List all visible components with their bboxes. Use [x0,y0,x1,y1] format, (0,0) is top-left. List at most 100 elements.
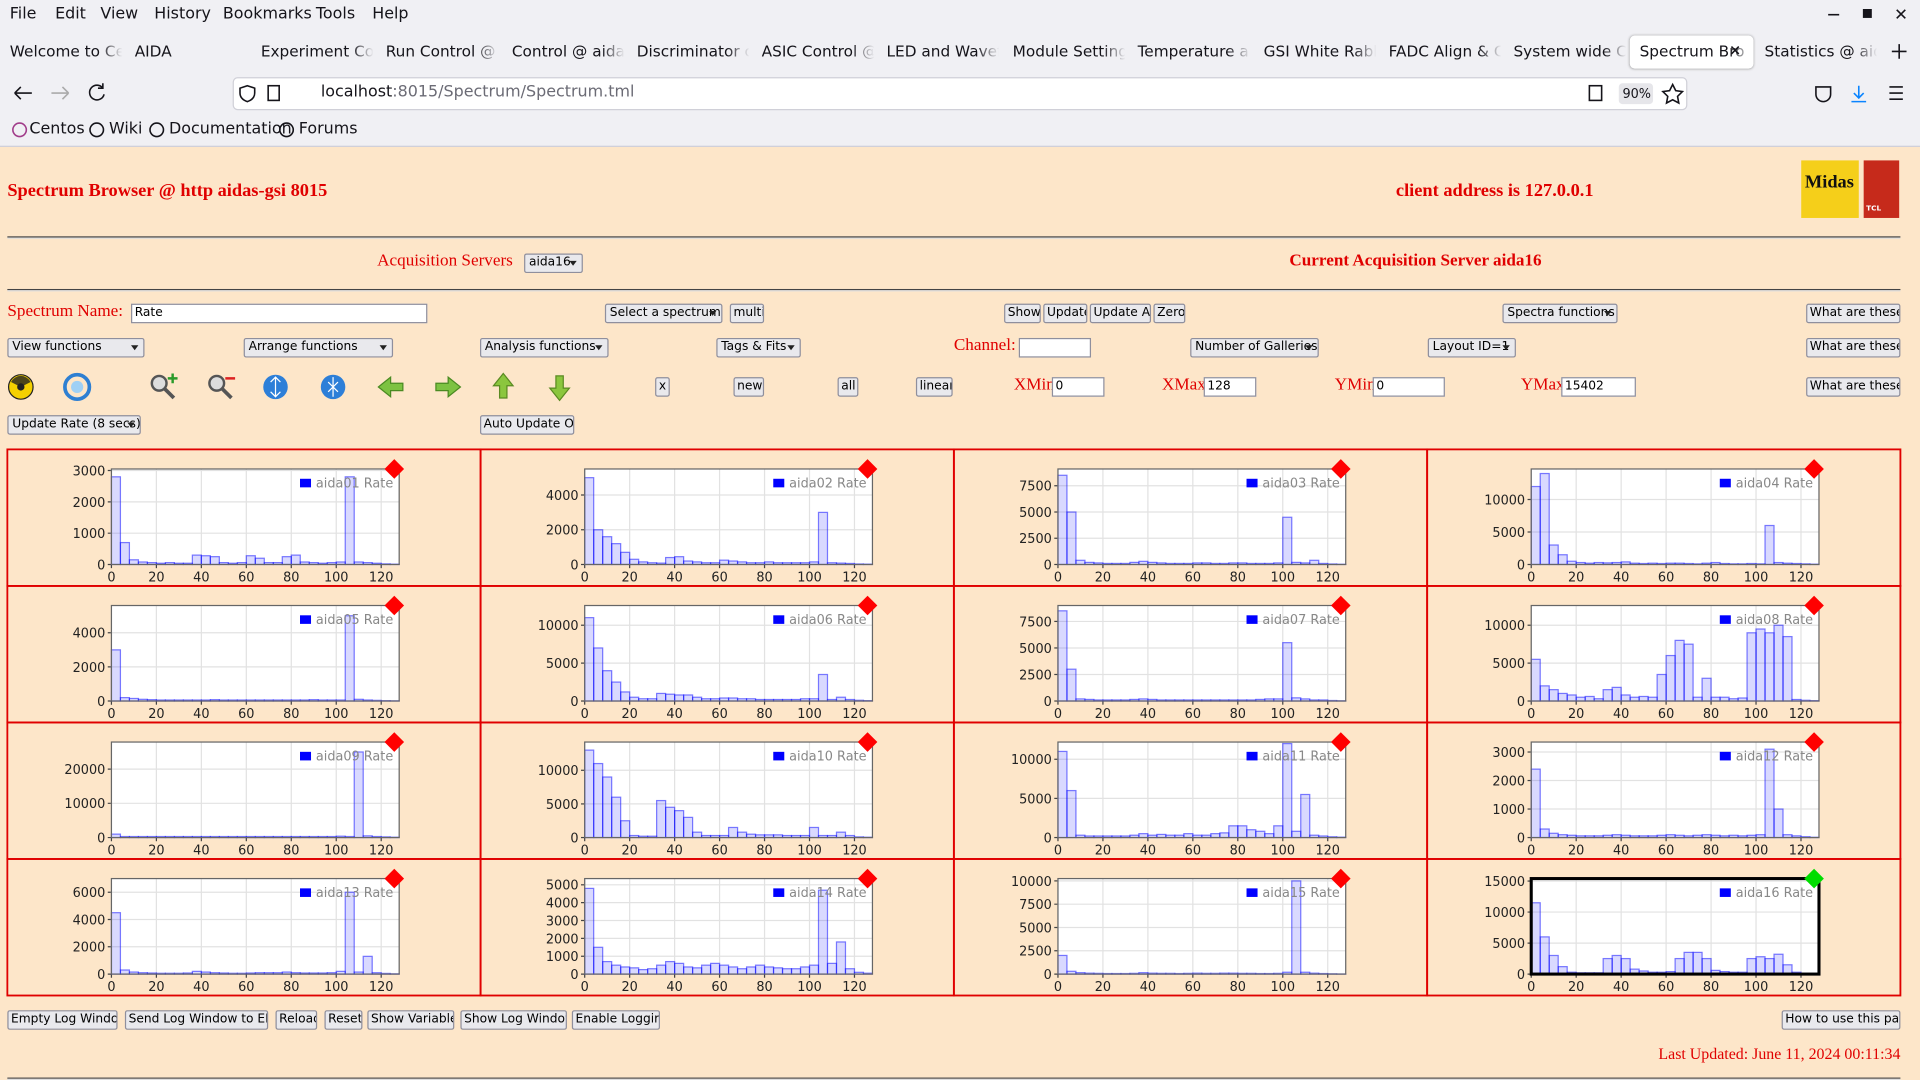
help-button[interactable]: What are these? [1806,303,1901,324]
layout-select[interactable]: Layout ID=1 [1427,337,1516,358]
x-button[interactable]: x [655,377,670,397]
update-all-button[interactable]: Update All [1089,303,1152,324]
footer-button[interactable]: Empty Log Window [7,1010,118,1030]
number-of-galleries[interactable]: Number of Galleries [1190,337,1319,358]
tab[interactable]: Module Settings [1012,41,1126,60]
ymax-input[interactable]: 15402 [1561,377,1636,397]
zoom-out-icon[interactable] [208,374,236,400]
menu-item[interactable]: History [154,4,211,24]
update-rate[interactable]: Update Rate (8 secs) [7,415,141,435]
menu-icon[interactable] [1889,86,1903,100]
linear-button[interactable]: linear [915,377,953,397]
bookmark[interactable]: Forums [298,120,358,139]
menu-item[interactable]: Bookmarks [222,4,312,24]
tab[interactable]: Spectrum Bro [1639,41,1745,60]
compress-y-icon[interactable] [320,374,346,400]
bookmark-star[interactable] [1661,82,1685,105]
menu-item[interactable]: Help [372,4,409,24]
zero-button[interactable]: Zero [1153,303,1186,324]
x-tick-label: 60 [711,707,727,722]
new-tab-icon[interactable] [1891,44,1907,59]
y-tick-label: 2000 [73,661,106,676]
back-icon[interactable] [14,86,32,100]
bookmark[interactable]: Documentation [168,120,292,139]
downloads-icon[interactable] [1851,85,1867,103]
update-button[interactable]: Update [1043,303,1088,324]
zoom-in-icon[interactable] [150,373,178,400]
close-window-icon[interactable] [1896,9,1906,19]
menu-item[interactable]: Edit [55,4,86,24]
menu-item[interactable]: Tools [315,4,356,24]
how-to-button[interactable]: How to use this page [1781,1010,1901,1030]
expand-y-icon[interactable] [263,374,288,400]
xmin-input[interactable]: 0 [1051,377,1105,397]
footer-button[interactable]: Send Log Window to ELog [124,1010,269,1030]
multi-button[interactable]: multi [729,303,765,324]
tab[interactable]: Run Control @ a [385,41,499,60]
tab[interactable]: Statistics @ aida [1764,41,1877,60]
tab[interactable]: AIDA [134,41,172,60]
analysis-functions[interactable]: Analysis functions [480,337,609,358]
footer-button[interactable]: Enable Logging [571,1010,660,1030]
ymin-input[interactable]: 0 [1372,377,1445,397]
footer-button[interactable]: Show Variables [367,1010,455,1030]
y-tick-label: 5000 [546,798,579,813]
footer-button[interactable]: Reset [324,1010,363,1030]
tab[interactable]: GSI White Rabbi [1263,41,1377,60]
tab[interactable]: System wide Ch [1513,41,1627,60]
tool-icons [7,372,571,402]
histogram-bar [1066,511,1077,566]
radiation-icon[interactable] [7,374,34,400]
right-arrow-icon[interactable] [435,375,462,399]
tab[interactable]: Experiment Con [260,41,374,60]
footer-button[interactable]: Show Log Window [460,1010,567,1030]
help-button[interactable]: What are these? [1806,377,1901,397]
histogram-bar [353,751,364,839]
x-tick-label: 120 [369,571,394,586]
reload-icon[interactable] [88,83,105,101]
url-bar[interactable] [232,77,1688,111]
histogram-bar [1701,677,1712,702]
select-spectrum[interactable]: Select a spectrum [604,303,723,324]
arrange-functions[interactable]: Arrange functions [243,337,394,358]
histogram-bar [638,969,649,975]
show-button[interactable]: Show [1004,303,1041,324]
down-arrow-icon[interactable] [548,375,571,402]
refresh-icon[interactable] [63,372,92,402]
maximize-icon[interactable] [1862,9,1872,18]
server-select[interactable]: aida16 [524,253,583,274]
help-button[interactable]: What are these? [1806,337,1901,358]
tab[interactable]: Control @ aidas [511,41,625,60]
spectra-functions[interactable]: Spectra functions [1502,303,1618,324]
view-functions[interactable]: View functions [7,337,145,358]
menu-item[interactable]: View [100,4,139,24]
left-arrow-icon[interactable] [377,375,404,399]
tab[interactable]: Welcome to Ce [9,41,123,60]
tags-fits[interactable]: Tags & Fits [716,337,801,358]
auto-update-button[interactable]: Auto Update ON [480,415,575,435]
histogram-bar [290,554,301,566]
pocket-icon[interactable] [1815,86,1832,103]
zoom-level[interactable]: 90% [1622,86,1652,102]
up-arrow-icon[interactable] [492,372,515,399]
close-tab-icon[interactable] [1730,45,1740,55]
menu-item[interactable]: File [9,4,37,24]
tab[interactable]: Temperature an [1137,41,1251,60]
xmax-input[interactable]: 128 [1203,377,1257,397]
tab[interactable]: FADC Align & C [1388,41,1502,60]
histogram-bar [691,967,703,975]
url[interactable]: localhost:8015/Spectrum/Spectrum.tml [321,83,635,103]
channel-input[interactable] [1018,337,1092,358]
tab[interactable]: ASIC Control @ [761,41,875,60]
spectrum-name-input[interactable]: Rate [131,303,428,324]
bookmark[interactable]: Centos [29,120,85,139]
y-tick-label: 10000 [538,764,579,779]
x-tick-label: 40 [666,707,682,722]
bookmark[interactable]: Wiki [108,120,143,139]
tab[interactable]: Discriminator co [636,41,750,60]
reader-icon[interactable] [1588,84,1603,102]
new-button[interactable]: new [733,377,765,397]
tab[interactable]: LED and Wavefo [886,41,1000,60]
footer-button[interactable]: Reload [275,1010,318,1030]
all-button[interactable]: all [837,377,859,397]
